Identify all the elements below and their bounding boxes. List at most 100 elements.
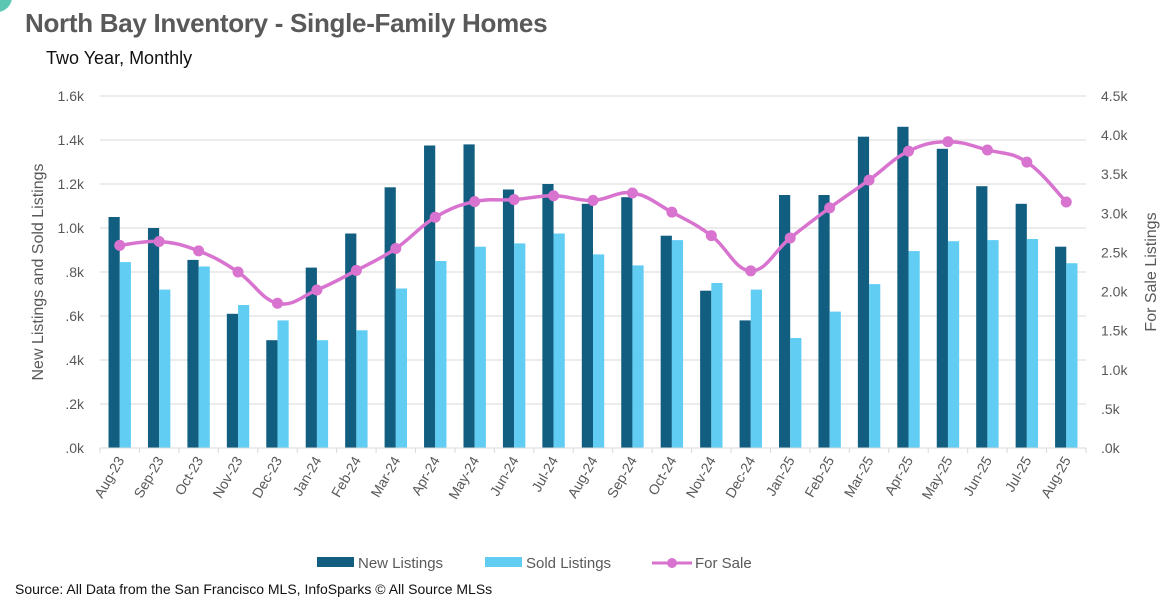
x-tick-label: Jun-24 bbox=[486, 453, 521, 498]
for-sale-marker bbox=[114, 239, 126, 251]
bar-sold-listings bbox=[1026, 239, 1039, 448]
x-tick-label: May-25 bbox=[918, 453, 955, 502]
for-sale-marker bbox=[745, 265, 757, 277]
bar-sold-listings bbox=[277, 320, 289, 448]
for-sale-marker bbox=[271, 297, 283, 309]
x-tick-label: Apr-24 bbox=[408, 453, 443, 498]
left-tick-label: .8k bbox=[65, 264, 85, 280]
for-sale-marker bbox=[903, 145, 915, 157]
bar-new-listings bbox=[936, 148, 948, 449]
x-tick-label: Dec-23 bbox=[249, 453, 286, 500]
bar-new-listings bbox=[581, 203, 593, 448]
left-tick-label: .4k bbox=[65, 352, 85, 368]
bar-new-listings bbox=[108, 217, 120, 448]
for-sale-marker bbox=[232, 266, 244, 278]
bar-sold-listings bbox=[908, 251, 920, 448]
x-tick-label: Sep-23 bbox=[130, 453, 167, 500]
bar-new-listings bbox=[897, 126, 909, 449]
bar-sold-listings bbox=[790, 338, 802, 448]
bar-sold-listings bbox=[553, 233, 565, 448]
for-sale-marker bbox=[548, 190, 560, 202]
right-tick-label: .0k bbox=[1101, 440, 1121, 456]
for-sale-marker bbox=[824, 202, 836, 214]
bar-sold-listings bbox=[947, 241, 960, 448]
for-sale-marker bbox=[508, 194, 520, 206]
left-tick-label: 1.2k bbox=[58, 176, 85, 192]
left-tick-label: 1.0k bbox=[58, 220, 85, 236]
right-tick-label: 1.5k bbox=[1101, 323, 1128, 339]
x-tick-label: Oct-23 bbox=[171, 453, 206, 498]
left-tick-label: .6k bbox=[65, 308, 85, 324]
x-tick-label: Jul-24 bbox=[528, 453, 561, 494]
x-tick-label: Mar-25 bbox=[841, 453, 877, 500]
bar-new-listings bbox=[305, 267, 317, 448]
bar-sold-listings bbox=[159, 289, 171, 448]
bar-new-listings bbox=[187, 259, 199, 448]
bar-sold-listings bbox=[316, 340, 329, 448]
source-note: Source: All Data from the San Francisco … bbox=[15, 581, 493, 597]
x-tick-label: Aug-25 bbox=[1037, 453, 1074, 500]
for-sale-marker bbox=[587, 194, 599, 206]
x-tick-label: Jan-25 bbox=[763, 453, 798, 498]
bar-new-listings bbox=[1015, 203, 1027, 448]
x-tick-label: Nov-24 bbox=[682, 453, 719, 500]
right-tick-label: 4.5k bbox=[1101, 88, 1128, 104]
chart-title: North Bay Inventory - Single-Family Home… bbox=[25, 8, 548, 38]
right-tick-label: .5k bbox=[1101, 401, 1121, 417]
for-sale-marker bbox=[626, 187, 638, 199]
for-sale-marker bbox=[863, 174, 875, 186]
legend-swatch-sold-listings bbox=[485, 557, 522, 567]
right-tick-label: 2.5k bbox=[1101, 244, 1128, 260]
bar-new-listings bbox=[424, 145, 436, 448]
for-sale-marker bbox=[1060, 196, 1072, 208]
left-tick-label: .0k bbox=[65, 440, 85, 456]
bar-sold-listings bbox=[1066, 263, 1078, 448]
for-sale-marker bbox=[311, 284, 323, 296]
bar-sold-listings bbox=[671, 240, 684, 448]
legend: New Listings Sold Listings For Sale bbox=[317, 555, 752, 572]
left-tick-label: .2k bbox=[65, 396, 85, 412]
right-tick-label: 4.0k bbox=[1101, 127, 1128, 143]
for-sale-marker bbox=[193, 245, 205, 257]
bar-new-listings bbox=[266, 340, 278, 448]
left-axis-title: New Listings and Sold Listings bbox=[30, 163, 47, 380]
right-tick-label: 1.0k bbox=[1101, 362, 1128, 378]
right-tick-label: 2.0k bbox=[1101, 284, 1128, 300]
x-tick-label: Apr-25 bbox=[881, 453, 916, 498]
bar-sold-listings bbox=[238, 305, 250, 448]
x-tick-label: Feb-24 bbox=[328, 453, 364, 500]
bar-new-listings bbox=[779, 195, 791, 448]
bar-sold-listings bbox=[356, 330, 368, 448]
left-tick-label: 1.4k bbox=[58, 132, 85, 148]
bar-sold-listings bbox=[119, 262, 131, 448]
bar-new-listings bbox=[621, 197, 633, 448]
bar-sold-listings bbox=[987, 240, 999, 448]
bar-new-listings bbox=[739, 320, 751, 448]
right-tick-label: 3.5k bbox=[1101, 166, 1128, 182]
bar-new-listings bbox=[700, 290, 712, 448]
legend-label-new-listings: New Listings bbox=[358, 555, 443, 572]
bar-new-listings bbox=[1055, 246, 1067, 448]
for-sale-marker bbox=[981, 144, 993, 156]
bar-sold-listings bbox=[198, 266, 210, 448]
legend-item-sold-listings[interactable]: Sold Listings bbox=[485, 555, 611, 572]
bar-new-listings bbox=[857, 136, 870, 448]
x-tick-label: Sep-24 bbox=[604, 453, 641, 500]
x-tick-label: Oct-24 bbox=[645, 453, 680, 498]
bar-sold-listings bbox=[750, 289, 762, 448]
bar-sold-listings bbox=[632, 265, 644, 448]
x-tick-label: Jul-25 bbox=[1002, 453, 1035, 494]
for-sale-marker bbox=[469, 196, 481, 208]
x-tick-label: Feb-25 bbox=[801, 453, 837, 500]
for-sale-marker bbox=[705, 230, 717, 242]
legend-item-for-sale[interactable]: For Sale bbox=[652, 555, 752, 572]
right-tick-label: 3.0k bbox=[1101, 205, 1128, 221]
bar-new-listings bbox=[818, 195, 830, 448]
x-tick-label: Nov-23 bbox=[209, 453, 246, 500]
x-tick-label: Mar-24 bbox=[367, 453, 403, 500]
legend-item-new-listings[interactable]: New Listings bbox=[317, 555, 443, 572]
for-sale-marker bbox=[666, 206, 678, 218]
bar-new-listings bbox=[976, 186, 988, 448]
x-tick-label: Jan-24 bbox=[289, 453, 324, 498]
